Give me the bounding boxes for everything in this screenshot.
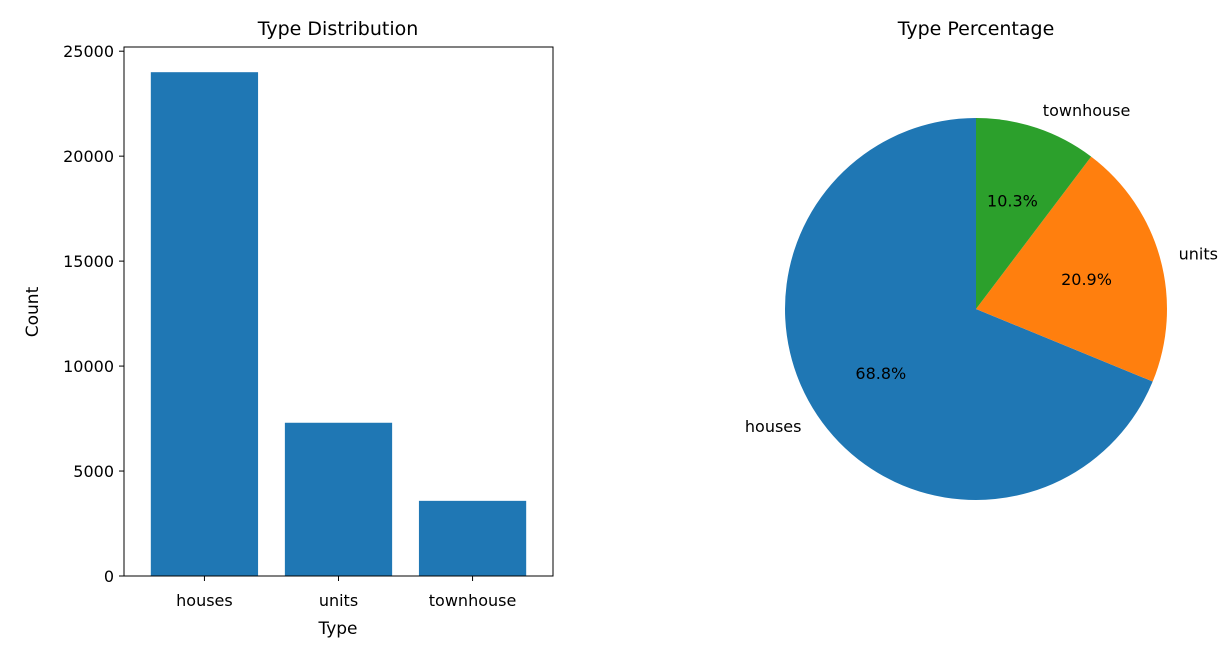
bar-chart: Type Distribution Count Type 0 5000 10000 1… bbox=[23, 18, 554, 639]
y-tick-label: 0 bbox=[104, 567, 114, 586]
pie-slice-units bbox=[976, 156, 1167, 382]
bar-chart-title: Type Distribution bbox=[257, 18, 419, 40]
bar-units bbox=[284, 422, 393, 576]
x-tick-label: houses bbox=[176, 591, 233, 610]
pie-label: houses bbox=[745, 417, 802, 436]
x-tick-label: units bbox=[319, 591, 358, 610]
x-tick-label: townhouse bbox=[429, 591, 517, 610]
y-ticks: 0 5000 10000 15000 20000 25000 bbox=[63, 42, 124, 586]
pie-slice-townhouse bbox=[976, 118, 1092, 309]
bar-townhouse bbox=[418, 500, 527, 576]
pie-label: units bbox=[1179, 245, 1218, 264]
pie-slice-houses bbox=[784, 118, 1153, 500]
plot-frame bbox=[123, 46, 554, 577]
y-tick-label: 25000 bbox=[63, 42, 114, 61]
y-tick-label: 10000 bbox=[63, 357, 114, 376]
pie-percent-label: 10.3% bbox=[987, 191, 1038, 210]
y-tick-label: 15000 bbox=[63, 252, 114, 271]
pie-chart-title: Type Percentage bbox=[897, 18, 1055, 40]
pie-chart: Type Percentage houses 68.8% units 20.9% tow… bbox=[745, 18, 1218, 500]
pie-labels: houses 68.8% units 20.9% townhouse 10.3% bbox=[745, 101, 1218, 436]
y-tick-label: 5000 bbox=[73, 462, 114, 481]
pie-percent-label: 68.8% bbox=[855, 364, 906, 383]
pie-label: townhouse bbox=[1043, 101, 1131, 120]
y-axis-label: Count bbox=[23, 286, 43, 337]
pie-slices bbox=[784, 118, 1167, 500]
x-ticks: houses units townhouse bbox=[176, 576, 516, 610]
bars bbox=[150, 72, 527, 576]
pie-percent-label: 20.9% bbox=[1061, 270, 1112, 289]
y-tick-label: 20000 bbox=[63, 147, 114, 166]
bar-houses bbox=[150, 72, 259, 576]
x-axis-label: Type bbox=[317, 619, 357, 639]
